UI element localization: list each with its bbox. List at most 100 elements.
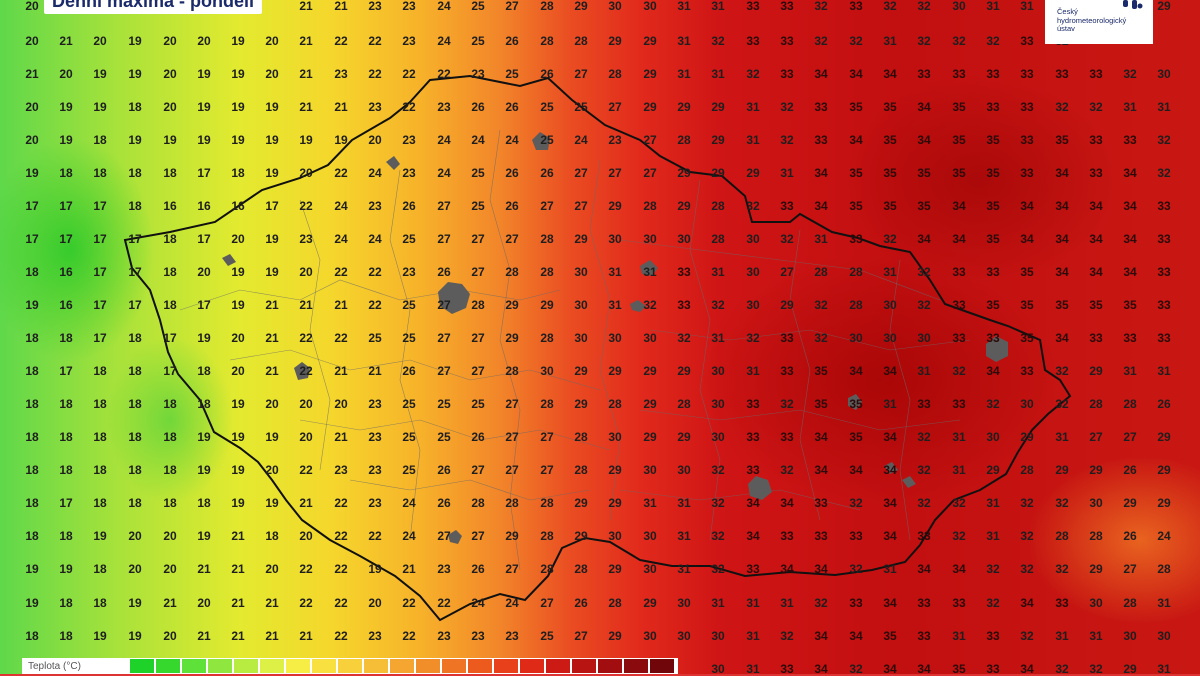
temperature-value: 33 (814, 100, 828, 114)
temperature-value: 18 (163, 232, 177, 246)
temperature-value: 17 (59, 364, 73, 378)
temperature-value: 34 (1089, 232, 1103, 246)
temperature-value: 17 (197, 166, 211, 180)
temperature-value: 19 (265, 265, 279, 279)
temperature-value: 33 (1089, 133, 1103, 147)
legend-swatch (312, 659, 336, 673)
temperature-value: 32 (1055, 397, 1069, 411)
temperature-value: 33 (1157, 265, 1171, 279)
temperature-value: 20 (197, 34, 211, 48)
temperature-value: 31 (746, 629, 760, 643)
temperature-value: 18 (59, 529, 73, 543)
temperature-value: 22 (437, 596, 451, 610)
temperature-value: 35 (1020, 265, 1034, 279)
temperature-value: 29 (1157, 496, 1171, 510)
temperature-value: 27 (437, 199, 451, 213)
temperature-value: 19 (25, 298, 39, 312)
temperature-value: 33 (1089, 67, 1103, 81)
temperature-value: 18 (93, 463, 107, 477)
temperature-value: 32 (814, 298, 828, 312)
temperature-value: 28 (471, 298, 485, 312)
temperature-value: 31 (677, 529, 691, 543)
temperature-value: 27 (437, 331, 451, 345)
city-marker (438, 282, 470, 314)
temperature-value: 18 (93, 562, 107, 576)
temperature-value: 18 (128, 331, 142, 345)
temperature-value: 22 (334, 331, 348, 345)
temperature-value: 34 (814, 662, 828, 676)
temperature-value: 30 (608, 430, 622, 444)
temperature-value: 29 (677, 364, 691, 378)
temperature-value: 29 (574, 397, 588, 411)
temperature-value: 22 (334, 166, 348, 180)
temperature-value: 29 (540, 298, 554, 312)
temperature-value: 32 (952, 364, 966, 378)
temperature-value: 32 (1089, 662, 1103, 676)
temperature-value: 34 (1020, 232, 1034, 246)
temperature-value: 34 (1020, 199, 1034, 213)
city-marker (532, 132, 550, 150)
temperature-value: 28 (1157, 562, 1171, 576)
temperature-value: 29 (643, 100, 657, 114)
temperature-value: 24 (402, 496, 416, 510)
temperature-value: 18 (25, 397, 39, 411)
temperature-value: 34 (1055, 265, 1069, 279)
temperature-value: 32 (883, 232, 897, 246)
temperature-value: 22 (299, 562, 313, 576)
temperature-value: 31 (986, 0, 1000, 13)
temperature-value: 18 (59, 166, 73, 180)
temperature-value: 17 (163, 364, 177, 378)
temperature-value: 30 (711, 397, 725, 411)
temperature-value: 33 (952, 397, 966, 411)
temperature-value: 35 (952, 100, 966, 114)
temperature-value: 30 (677, 596, 691, 610)
temperature-value: 17 (59, 199, 73, 213)
temperature-value: 27 (505, 463, 519, 477)
temperature-value: 17 (59, 496, 73, 510)
temperature-value: 16 (59, 265, 73, 279)
temperature-value: 20 (265, 463, 279, 477)
temperature-value: 25 (574, 100, 588, 114)
temperature-value: 31 (677, 67, 691, 81)
temperature-value: 21 (265, 298, 279, 312)
temperature-value: 32 (917, 265, 931, 279)
temperature-value: 32 (711, 496, 725, 510)
temperature-value: 22 (402, 100, 416, 114)
temperature-value: 31 (1157, 596, 1171, 610)
temperature-value: 27 (540, 596, 554, 610)
temperature-value: 20 (197, 265, 211, 279)
temperature-value: 35 (883, 133, 897, 147)
temperature-value: 30 (1089, 496, 1103, 510)
temperature-value: 19 (231, 496, 245, 510)
temperature-value: 30 (643, 0, 657, 13)
temperature-value: 28 (540, 397, 554, 411)
temperature-value: 32 (986, 562, 1000, 576)
temperature-value: 34 (814, 629, 828, 643)
temperature-value: 33 (780, 529, 794, 543)
temperature-value: 27 (643, 166, 657, 180)
temperature-value: 29 (608, 364, 622, 378)
temperature-value: 28 (574, 463, 588, 477)
temperature-value: 30 (917, 331, 931, 345)
temperature-value: 23 (437, 562, 451, 576)
temperature-value: 29 (986, 463, 1000, 477)
district-borders (179, 129, 971, 571)
legend-swatch (208, 659, 232, 673)
temperature-value: 35 (849, 100, 863, 114)
temperature-value: 34 (1089, 199, 1103, 213)
temperature-value: 28 (540, 0, 554, 13)
temperature-value: 28 (574, 430, 588, 444)
temperature-value: 18 (265, 529, 279, 543)
temperature-value: 26 (471, 430, 485, 444)
temperature-value: 18 (128, 166, 142, 180)
temperature-value: 19 (231, 463, 245, 477)
legend-swatch (260, 659, 284, 673)
temperature-value: 33 (780, 331, 794, 345)
temperature-value: 26 (505, 199, 519, 213)
temperature-value: 28 (540, 34, 554, 48)
temperature-value: 34 (883, 529, 897, 543)
temperature-value: 22 (299, 463, 313, 477)
temperature-value: 20 (163, 100, 177, 114)
temperature-value: 33 (986, 662, 1000, 676)
temperature-value: 30 (574, 298, 588, 312)
